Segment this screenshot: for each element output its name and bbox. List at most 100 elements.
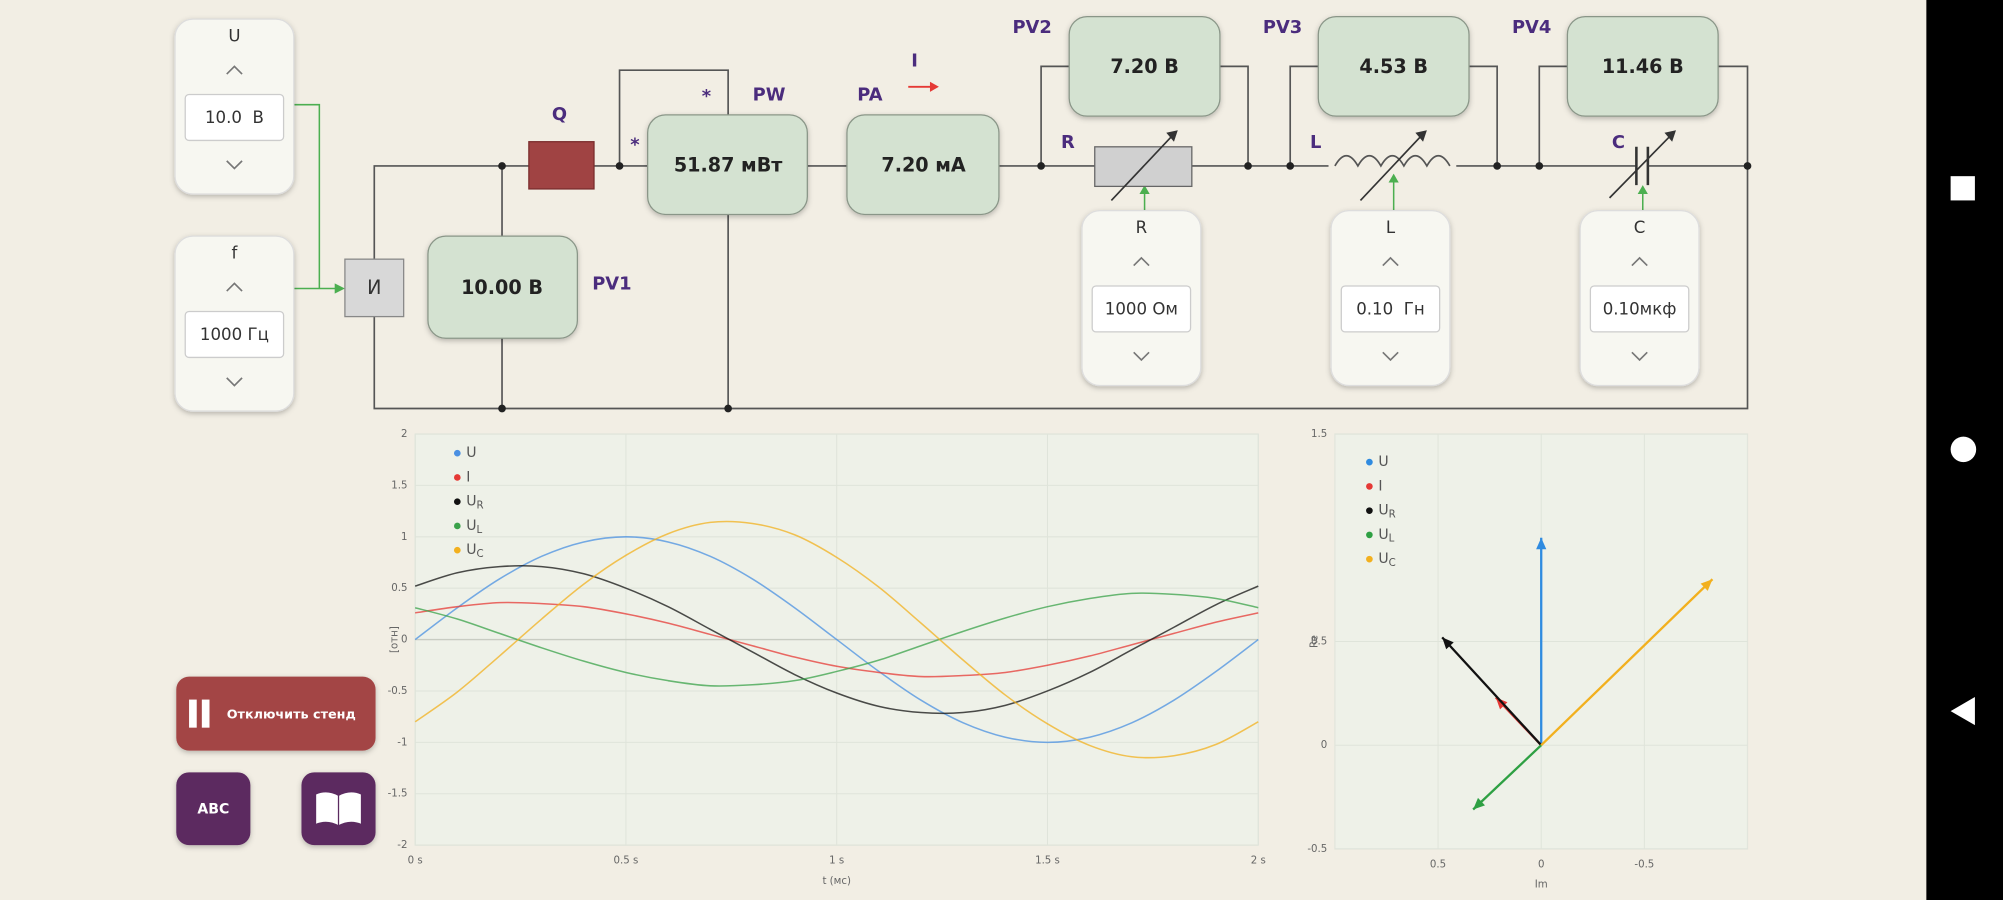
series-line [414, 536, 1259, 744]
component-label: R [1061, 132, 1075, 153]
meter-reading: 51.87 мВт [674, 153, 783, 176]
control-value: 0.10мкф [1603, 300, 1677, 319]
control-value: 1000 Ом [1105, 300, 1178, 319]
stop-button[interactable]: Отключить стенд [176, 676, 376, 751]
controls: U 10.0 В f 1000 Гц R 1000 Ом L 0.10 Гн C 0.10мкф [174, 18, 1700, 412]
source-label: И [367, 276, 381, 299]
legend-label: U [1378, 454, 1388, 470]
x-tick-label: -0.5 [1634, 859, 1654, 870]
button-label[interactable]: Отключить стенд [227, 707, 356, 722]
legend-label: UR [1378, 503, 1395, 521]
decrease-button[interactable] [226, 377, 243, 387]
nav-back[interactable] [1950, 697, 1975, 726]
current-arrow [929, 81, 939, 92]
value-input[interactable] [1340, 285, 1441, 333]
meter-label: PW [753, 85, 786, 106]
y-tick-label: 2 [401, 429, 408, 440]
control-label: R [1136, 218, 1148, 237]
y-tick-label: 0 [401, 635, 408, 646]
x-tick-label: 0.5 s [614, 855, 639, 866]
control-value: 0.10 Гн [1356, 300, 1424, 319]
legend-label: I [1378, 478, 1382, 494]
vector-head [1473, 797, 1485, 810]
increase-button[interactable] [226, 282, 243, 292]
legend-label: U [466, 445, 476, 461]
button-label[interactable]: ABC [197, 801, 229, 817]
decrease-button[interactable] [226, 160, 243, 170]
increase-button[interactable] [226, 65, 243, 75]
increase-button[interactable] [1133, 256, 1150, 267]
meter-reading: 11.46 В [1602, 55, 1684, 78]
y-tick-label: -2 [397, 840, 407, 851]
meter-pv1 [427, 235, 579, 339]
value-input[interactable] [1091, 285, 1192, 333]
series-line [415, 601, 1259, 678]
legend-label: UL [466, 518, 482, 536]
legend-label: UC [466, 542, 483, 560]
x-axis-label: t (мс) [822, 876, 851, 887]
x-tick-label: 0 s [408, 855, 423, 866]
increase-button[interactable] [1631, 256, 1648, 267]
y-axis-label: [отн] [390, 626, 401, 653]
y-tick-label: 0 [1321, 740, 1328, 751]
y-tick-label: -1 [397, 737, 407, 748]
series-line [414, 520, 1259, 759]
value-input[interactable] [184, 310, 285, 359]
legend-swatch [1366, 531, 1373, 539]
legend-label: UL [1378, 527, 1394, 545]
component-label: Q [552, 104, 567, 125]
x-tick-label: 1.5 s [1035, 855, 1060, 866]
legend-swatch [1366, 555, 1373, 563]
value-input[interactable] [1589, 285, 1690, 333]
increase-button[interactable] [1382, 256, 1399, 267]
legend-swatch [453, 474, 461, 481]
star-mark: * [702, 86, 711, 107]
control-value: 10.0 В [205, 108, 264, 127]
decrease-button[interactable] [1133, 351, 1150, 362]
meter-pv3 [1317, 15, 1470, 117]
y-tick-label: -0.5 [388, 686, 408, 697]
y-tick-label: 1 [401, 532, 408, 543]
decrease-button[interactable] [1382, 351, 1399, 362]
legend-swatch [453, 522, 461, 530]
nav-home[interactable] [1950, 436, 1977, 463]
nav-recent[interactable] [1950, 176, 1975, 201]
y-tick-label: 0.5 [1311, 636, 1327, 647]
nav-bar [1926, 0, 2003, 900]
meter-pv4 [1566, 15, 1719, 117]
breaker-q[interactable] [528, 141, 595, 190]
legend-label: UC [1378, 551, 1395, 569]
legend-label: I [466, 469, 470, 485]
meter-reading: 7.20 В [1110, 55, 1179, 78]
x-axis-label: Im [1535, 880, 1548, 891]
control-label: f [231, 244, 238, 263]
legend-swatch [1366, 458, 1373, 466]
meters [427, 15, 1719, 339]
resistor [1094, 130, 1193, 201]
charts: -2 -1.5 -1 -0.5 0 0.5 1 1.5 2 0 s 0.5 s 1 s 1.5 s 2 s… [388, 429, 1749, 891]
source-box [344, 258, 405, 318]
meter-label: PV3 [1263, 17, 1302, 38]
value-input[interactable] [184, 93, 285, 142]
series-line [414, 592, 1259, 687]
series-line [414, 565, 1259, 715]
abc-button[interactable]: ABC [176, 772, 251, 846]
x-tick-label: 0 [1538, 859, 1545, 870]
meter-label: PV4 [1512, 17, 1551, 38]
legend-swatch [1366, 483, 1373, 490]
meter-label: PV2 [1012, 17, 1051, 38]
vector-line [1441, 636, 1543, 746]
current-label: I [911, 50, 918, 71]
book-button[interactable] [301, 772, 376, 846]
decrease-button[interactable] [1631, 351, 1648, 362]
vector-head [1700, 579, 1713, 591]
legend-swatch [453, 546, 461, 554]
legend-swatch [453, 449, 461, 457]
inductor [1328, 130, 1457, 201]
x-tick-label: 0.5 [1430, 859, 1446, 870]
control-value: 1000 Гц [200, 325, 269, 344]
wiring [293, 65, 1752, 413]
meter-pv2 [1068, 15, 1221, 117]
meter-label: PV1 [592, 274, 631, 295]
